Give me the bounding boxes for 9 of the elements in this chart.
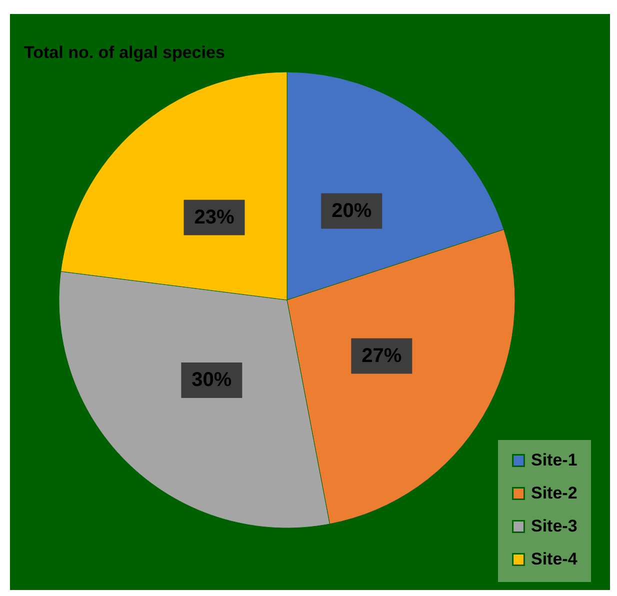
data-label: 20% (332, 200, 372, 222)
legend-label: Site-4 (531, 550, 578, 568)
data-label: 27% (362, 344, 402, 367)
legend-label: Site-2 (531, 484, 578, 502)
data-label: 30% (192, 369, 232, 392)
legend-label: Site-3 (531, 516, 578, 536)
legend-label: Site-1 (531, 450, 578, 470)
chart-title: Total no. of algal species (24, 43, 225, 62)
data-label: 23% (194, 206, 234, 228)
